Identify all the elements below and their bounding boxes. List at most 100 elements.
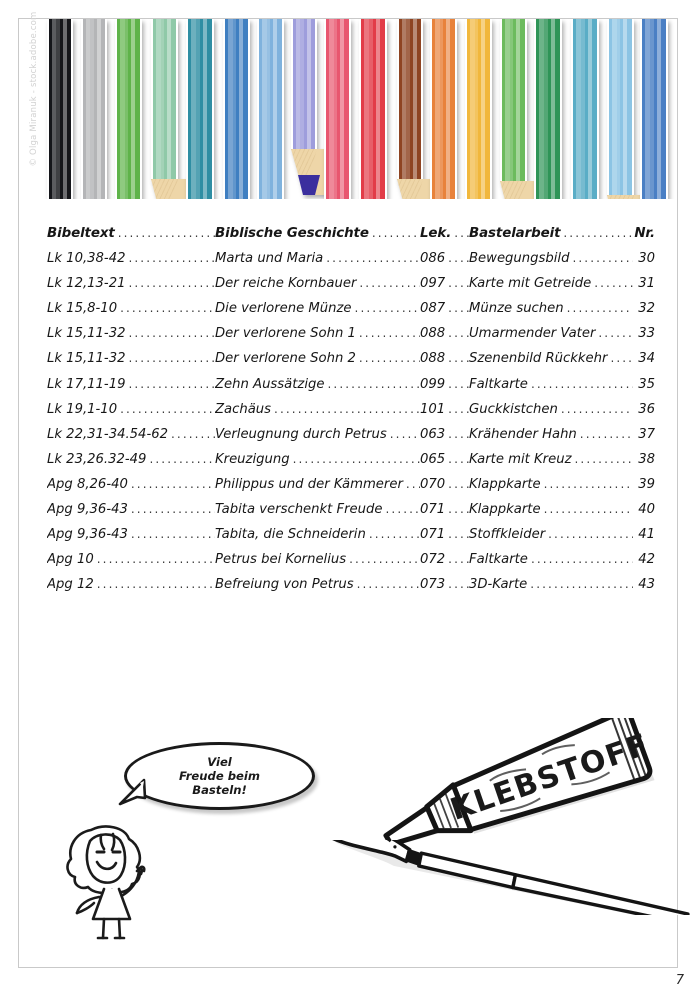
cell-geschichte: Befreiung von Petrus....................… (215, 577, 420, 592)
leader-dots: ........................................… (128, 351, 215, 366)
leader-dots: ........................................… (130, 476, 215, 491)
page-number: 7 (675, 973, 684, 988)
header-label-bibeltext: Bibeltext (47, 226, 115, 241)
pencil-barrel (223, 19, 250, 199)
pencil-highlight (300, 19, 304, 149)
cell-bastelarbeit: Karte mit Getreide......................… (469, 276, 633, 291)
cell-geschichte-text: Philippus und der Kämmerer (215, 476, 403, 492)
leader-dots: ........................................… (354, 301, 420, 316)
pencil-highlight (611, 19, 617, 195)
cell-bastelarbeit-text: Klappkarte (469, 476, 541, 492)
leader-dots: ........................................… (448, 502, 469, 517)
pencil-highlight (328, 19, 334, 199)
colored-pencil (640, 19, 668, 199)
cell-lektion: 097.....................................… (420, 276, 469, 291)
cell-nummer-text: 34 (638, 351, 655, 367)
colored-pencil (359, 19, 387, 199)
pencil-highlight (333, 19, 338, 199)
cell-lektion: 088.....................................… (420, 326, 469, 341)
pencil-highlight (616, 19, 621, 195)
cell-geschichte: Marta und Maria.........................… (215, 251, 420, 266)
pencil-barrel (291, 19, 317, 149)
cell-nummer: 36 (633, 402, 655, 417)
cell-geschichte-text: Petrus bei Kornelius (215, 552, 347, 568)
leader-dots: ........................................… (548, 527, 633, 542)
colored-pencil (465, 19, 492, 199)
cell-bibeltext-text: Apg 9,36-43 (47, 502, 128, 518)
pencil-highlight (481, 19, 486, 199)
colored-pencil (151, 19, 204, 199)
colored-pencil (81, 19, 107, 199)
table-body: Lk 10,38-42.............................… (47, 251, 655, 602)
pencil-highlight (56, 19, 60, 199)
table-row: Apg 9,36-43.............................… (47, 527, 655, 552)
pencil-barrel (607, 19, 634, 195)
cell-bibeltext-text: Lk 15,8-10 (47, 301, 118, 317)
pencil-highlight (190, 19, 197, 199)
cell-nummer-text: 33 (638, 326, 655, 342)
cell-nummer: 31 (633, 276, 655, 291)
header-cell-lektion: Lek. ............ (420, 226, 469, 241)
pencil-highlight (644, 19, 651, 199)
table-row: Lk 10,38-42.............................… (47, 251, 655, 276)
pencil-highlight (232, 19, 237, 199)
pencil-highlight (406, 19, 410, 179)
pencil-highlight (124, 19, 129, 199)
table-row: Lk 22,31-34.54-62.......................… (47, 427, 655, 452)
cell-nummer-text: 31 (638, 276, 655, 292)
cell-nummer: 30 (633, 251, 655, 266)
cell-nummer: 43 (633, 577, 655, 592)
colored-pencil (534, 19, 562, 199)
table-row: Lk 15,11-32.............................… (47, 326, 655, 351)
pencil-highlight (261, 19, 267, 199)
leader-dots: ........................................… (128, 376, 215, 391)
contents-table: Bibeltext ............................ B… (47, 226, 655, 602)
table-row: Lk 12,13-21.............................… (47, 276, 655, 301)
pencil-highlight (375, 19, 381, 199)
pencil-highlight (623, 19, 628, 195)
cell-bibeltext-text: Apg 9,36-43 (47, 527, 128, 543)
pencil-highlight (90, 19, 94, 199)
pencil-highlight (227, 19, 233, 199)
cell-bibeltext: Lk 22,31-34.54-62.......................… (47, 427, 215, 442)
cell-nummer: 35 (633, 377, 655, 392)
cell-geschichte: Tabita verschenkt Freude................… (215, 502, 420, 517)
cell-bibeltext-text: Lk 15,11-32 (47, 351, 126, 367)
cell-nummer: 32 (633, 301, 655, 316)
cell-bastelarbeit: Stoffkleider............................… (469, 527, 633, 542)
table-row: Lk 23,26.32-49..........................… (47, 452, 655, 477)
cell-lektion: 071.....................................… (420, 527, 469, 542)
leader-dots: ........................................… (448, 451, 469, 466)
cell-geschichte-text: Tabita verschenkt Freude (215, 502, 383, 518)
cell-geschichte: Zehn Aussätzige.........................… (215, 377, 420, 392)
cell-nummer: 37 (633, 427, 655, 442)
pencil-highlight (196, 19, 200, 199)
leader-dots: ............................ (563, 226, 633, 240)
pencil-barrel (47, 19, 73, 199)
pencil-highlight (401, 19, 407, 179)
table-row: Apg 9,36-43.............................… (47, 502, 655, 527)
leader-dots: ........................................… (610, 351, 633, 366)
pencil-highlight (340, 19, 345, 199)
cell-bibeltext-text: Lk 19,1-10 (47, 401, 118, 417)
pencil-highlight (474, 19, 479, 199)
cell-lektion: 070.....................................… (420, 477, 469, 492)
cell-bibeltext-text: Apg 8,26-40 (47, 476, 128, 492)
cell-geschichte: Philippus und der Kämmerer..............… (215, 477, 420, 492)
leader-dots: ........................................… (530, 376, 633, 391)
table-row: Apg 12..................................… (47, 577, 655, 602)
leader-dots: ........................................… (96, 577, 215, 592)
cell-bibeltext-text: Apg 12 (47, 577, 94, 593)
cell-bibeltext-text: Lk 10,38-42 (47, 251, 126, 267)
leader-dots: ........................................… (170, 426, 215, 441)
pencil-barrel (571, 19, 599, 199)
cell-lektion: 101.....................................… (420, 402, 469, 417)
pencil-barrel (115, 19, 142, 199)
cell-geschichte: Tabita, die Schneiderin.................… (215, 527, 420, 542)
cell-lektion: 065.....................................… (420, 452, 469, 467)
cell-bastelarbeit: Faltkarte...............................… (469, 552, 633, 567)
header-cell-bibeltext: Bibeltext ............................ (47, 226, 215, 241)
cell-bastelarbeit-text: Guckkistchen (469, 401, 558, 417)
pencil-wood-grain (151, 179, 178, 199)
pencil-wood-grain (607, 195, 634, 199)
